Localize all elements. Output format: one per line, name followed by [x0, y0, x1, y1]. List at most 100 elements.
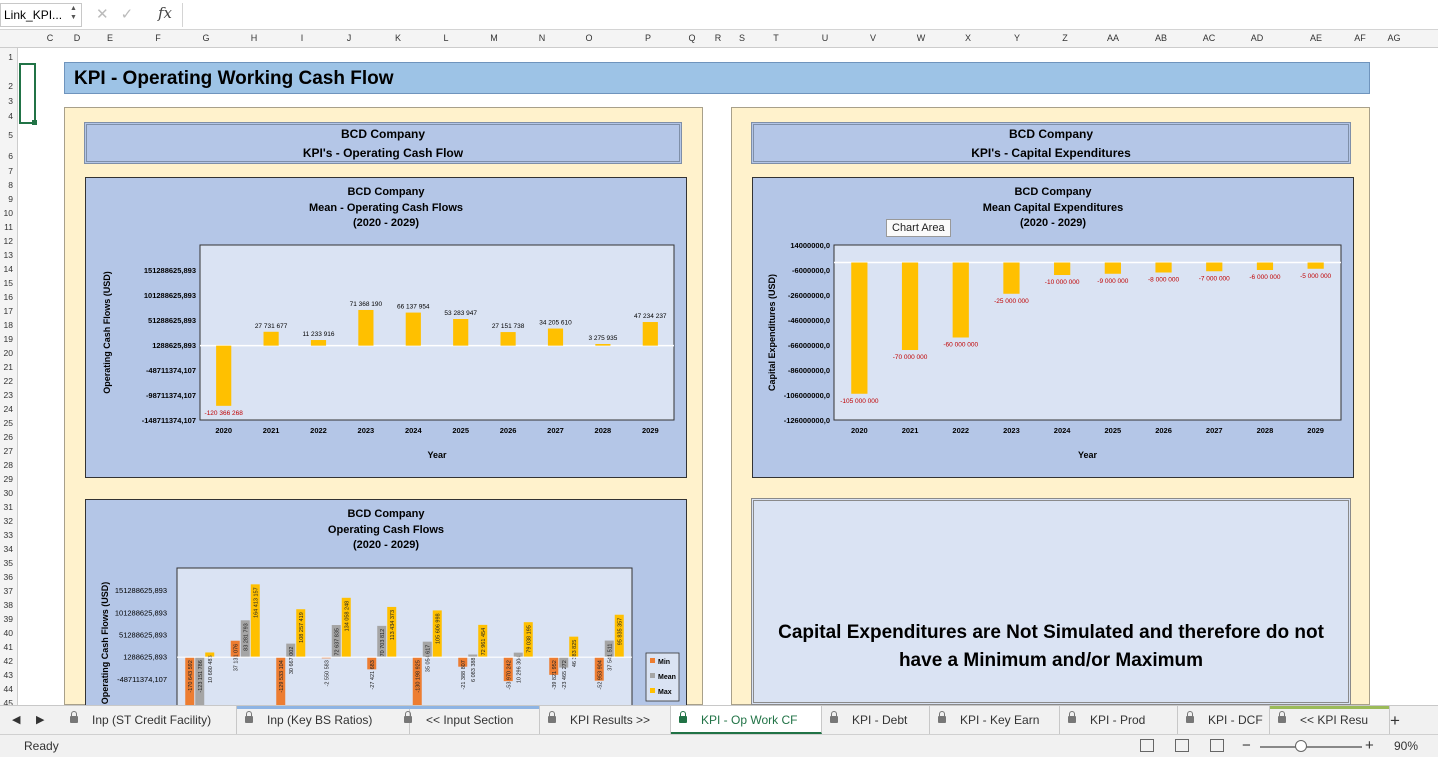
row-header[interactable]: 34: [3, 544, 13, 554]
column-header[interactable]: K: [394, 33, 402, 43]
sheet-tab[interactable]: KPI - Debt: [822, 706, 930, 734]
row-header[interactable]: 24: [3, 404, 13, 414]
column-header[interactable]: Q: [688, 33, 696, 43]
column-header[interactable]: AA: [1106, 33, 1120, 43]
zoom-slider[interactable]: [1260, 746, 1362, 748]
column-header[interactable]: I: [300, 33, 304, 43]
column-header[interactable]: O: [585, 33, 593, 43]
column-header[interactable]: Z: [1062, 33, 1068, 43]
row-header[interactable]: 7: [8, 166, 13, 176]
row-header[interactable]: 25: [3, 418, 13, 428]
column-header[interactable]: D: [73, 33, 81, 43]
row-header[interactable]: 26: [3, 432, 13, 442]
column-header[interactable]: X: [964, 33, 972, 43]
column-header[interactable]: W: [916, 33, 926, 43]
column-header[interactable]: C: [46, 33, 54, 43]
row-header[interactable]: 33: [3, 530, 13, 540]
sheet-tab[interactable]: << Input Section: [396, 706, 540, 734]
mean-capex-chart[interactable]: BCD Company Mean Capital Expenditures (2…: [752, 177, 1354, 478]
normal-view-icon[interactable]: [1140, 739, 1154, 752]
ocf-min-mean-max-chart[interactable]: BCD Company Operating Cash Flows (2020 -…: [85, 499, 687, 705]
row-header[interactable]: 1: [8, 52, 13, 62]
name-box[interactable]: Link_KPI...: [0, 3, 82, 27]
column-header[interactable]: AE: [1309, 33, 1323, 43]
column-header[interactable]: H: [250, 33, 258, 43]
row-header[interactable]: 31: [3, 502, 13, 512]
row-header[interactable]: 5: [8, 130, 13, 140]
row-header[interactable]: 16: [3, 292, 13, 302]
row-header[interactable]: 19: [3, 334, 13, 344]
row-header[interactable]: 28: [3, 460, 13, 470]
prev-sheet-icon[interactable]: ◀: [12, 714, 21, 726]
row-header[interactable]: 30: [3, 488, 13, 498]
column-header[interactable]: AC: [1202, 33, 1216, 43]
sheet-tab[interactable]: Inp (Key BS Ratios): [237, 706, 410, 734]
cancel-icon[interactable]: ✕: [96, 6, 109, 23]
sheet-tab[interactable]: KPI - Key Earn: [930, 706, 1060, 734]
add-sheet-icon[interactable]: +: [1390, 711, 1400, 730]
row-header[interactable]: 17: [3, 306, 13, 316]
mean-ocf-chart[interactable]: BCD Company Mean - Operating Cash Flows …: [85, 177, 687, 478]
row-header[interactable]: 15: [3, 278, 13, 288]
row-header[interactable]: 23: [3, 390, 13, 400]
row-header[interactable]: 22: [3, 376, 13, 386]
page-break-view-icon[interactable]: [1210, 739, 1224, 752]
column-header[interactable]: E: [106, 33, 114, 43]
insert-function-icon[interactable]: fx: [158, 4, 173, 22]
row-header[interactable]: 27: [3, 446, 13, 456]
row-header[interactable]: 40: [3, 628, 13, 638]
zoom-out-icon[interactable]: −: [1242, 737, 1251, 754]
column-header[interactable]: P: [644, 33, 652, 43]
row-header[interactable]: 2: [8, 81, 13, 91]
sheet-tab[interactable]: KPI Results >>: [540, 706, 671, 734]
row-header[interactable]: 13: [3, 250, 13, 260]
row-header[interactable]: 3: [8, 96, 13, 106]
sheet-tab[interactable]: KPI - Op Work CF: [671, 706, 822, 734]
row-header[interactable]: 20: [3, 348, 13, 358]
zoom-slider-thumb[interactable]: [1294, 740, 1307, 752]
row-header[interactable]: 41: [3, 642, 13, 652]
zoom-in-icon[interactable]: +: [1365, 737, 1374, 754]
column-header[interactable]: AB: [1154, 33, 1168, 43]
column-header[interactable]: R: [714, 33, 722, 43]
column-header[interactable]: S: [738, 33, 746, 43]
row-header[interactable]: 37: [3, 586, 13, 596]
row-header[interactable]: 21: [3, 362, 13, 372]
column-header[interactable]: AG: [1387, 33, 1401, 43]
row-header[interactable]: 36: [3, 572, 13, 582]
row-header[interactable]: 39: [3, 614, 13, 624]
page-layout-view-icon[interactable]: [1175, 739, 1189, 752]
column-header[interactable]: T: [773, 33, 779, 43]
sheet-tab[interactable]: KPI - Prod: [1060, 706, 1178, 734]
column-header[interactable]: V: [869, 33, 877, 43]
column-header[interactable]: AD: [1250, 33, 1264, 43]
column-header[interactable]: M: [490, 33, 498, 43]
row-header[interactable]: 8: [8, 180, 13, 190]
enter-icon[interactable]: ✓: [120, 6, 134, 23]
zoom-level[interactable]: 90%: [1394, 739, 1419, 753]
column-header[interactable]: J: [346, 33, 352, 43]
sheet-tab[interactable]: << KPI Resu: [1270, 706, 1390, 734]
column-header[interactable]: N: [538, 33, 546, 43]
row-header[interactable]: 12: [3, 236, 13, 246]
selected-cell[interactable]: [19, 63, 36, 124]
column-header[interactable]: L: [443, 33, 449, 43]
row-header[interactable]: 45: [3, 698, 13, 705]
row-header[interactable]: 14: [3, 264, 13, 274]
column-header[interactable]: AF: [1354, 33, 1366, 43]
fill-handle[interactable]: [32, 120, 37, 125]
row-header[interactable]: 6: [8, 151, 13, 161]
row-header[interactable]: 29: [3, 474, 13, 484]
row-header[interactable]: 9: [8, 194, 13, 204]
row-header[interactable]: 35: [3, 558, 13, 568]
next-sheet-icon[interactable]: ▶: [36, 714, 45, 726]
column-header[interactable]: U: [821, 33, 829, 43]
row-header[interactable]: 32: [3, 516, 13, 526]
row-header[interactable]: 11: [4, 222, 13, 232]
row-header[interactable]: 38: [3, 600, 13, 610]
formula-input[interactable]: [182, 3, 1438, 27]
row-header[interactable]: 43: [3, 670, 13, 680]
column-header[interactable]: G: [202, 33, 210, 43]
sheet-tab[interactable]: Inp (ST Credit Facility): [62, 706, 237, 734]
sheet-tab[interactable]: KPI - DCF: [1178, 706, 1270, 734]
